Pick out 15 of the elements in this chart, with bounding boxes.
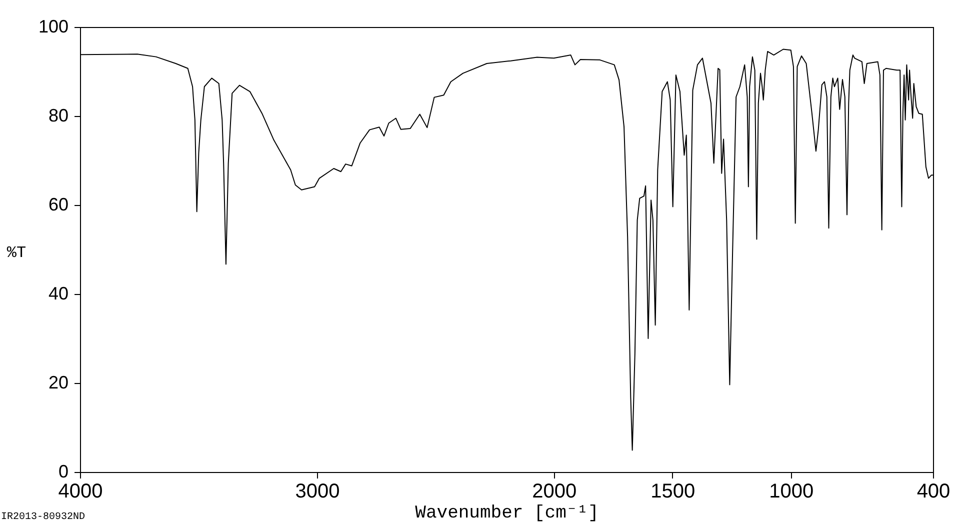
x-tick-label: 3000 (295, 480, 340, 502)
y-tick-label: 100 (38, 16, 68, 36)
y-axis-title: %T (6, 244, 26, 262)
y-tick-label: 0 (58, 462, 68, 482)
x-tick-label: 1000 (769, 480, 814, 502)
y-tick-label: 20 (48, 372, 68, 392)
y-tick-label: 80 (48, 106, 68, 126)
y-tick-label: 60 (48, 194, 68, 214)
text: IR2013-80932ND (1, 512, 86, 523)
x-axis-title: Wavenumber [cm⁻¹] (415, 504, 599, 524)
x-tick-label: 4000 (58, 480, 103, 502)
x-tick-label: 2000 (532, 480, 577, 502)
x-tick-label: 400 (916, 480, 950, 502)
x-tick-label: 1500 (650, 480, 696, 502)
y-tick-label: 40 (48, 284, 68, 304)
